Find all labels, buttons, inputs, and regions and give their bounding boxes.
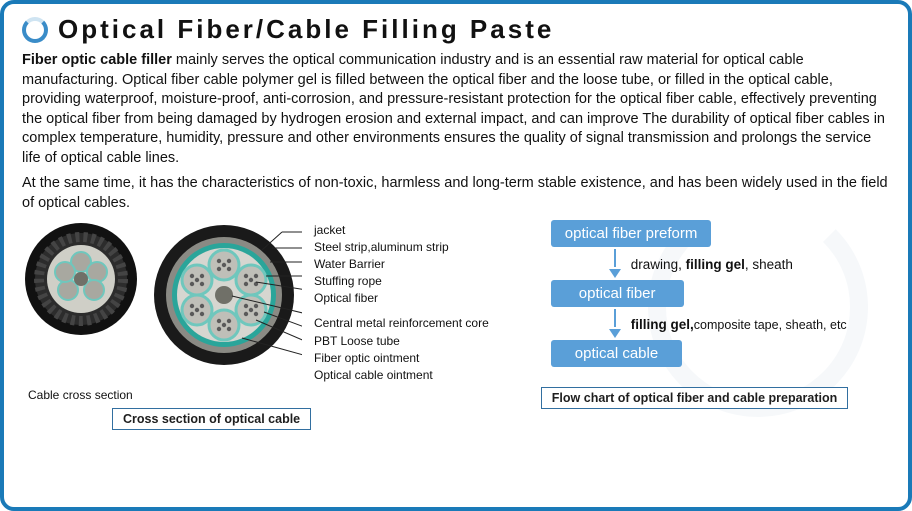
lead-bold: Fiber optic cable filler [22,52,172,68]
edge2-label: filling gel,composite tape, sheath, etc [631,317,847,332]
label-central-core: Central metal reinforcement core [314,315,489,331]
spinner-icon [22,17,48,43]
edge2-part1: composite tape, sheath, etc [694,318,847,332]
edge1-label: drawing, filling gel, sheath [631,257,793,272]
cable-photo-left [22,220,140,338]
edge1-part0: drawing, [631,257,686,272]
edge1-part2: , sheath [745,257,793,272]
title-row: Optical Fiber/Cable Filling Paste [22,14,890,45]
label-fiber-ointment: Fiber optic ointment [314,350,489,366]
cable-schematic-wrap [152,220,302,375]
flow-area: optical fiber preform drawing, filling g… [551,220,890,431]
paragraph-1: Fiber optic cable filler mainly serves t… [22,51,890,168]
label-optical-fiber: Optical fiber [314,290,489,306]
flow-edge-1: drawing, filling gel, sheath [551,249,890,280]
under-caption: Cable cross section [28,388,541,402]
flow-edge-2: filling gel,composite tape, sheath, etc [551,309,890,340]
label-stuffing-rope: Stuffing rope [314,273,489,289]
diagram-box-caption: Cross section of optical cable [112,408,311,430]
lower-section: jacket Steel strip,aluminum strip Water … [22,220,890,431]
page-title: Optical Fiber/Cable Filling Paste [58,14,554,45]
diagram-labels: jacket Steel strip,aluminum strip Water … [314,220,489,385]
diagram-area: jacket Steel strip,aluminum strip Water … [22,220,541,431]
paragraph-2: At the same time, it has the characteris… [22,174,890,213]
label-water-barrier: Water Barrier [314,256,489,272]
flow-box-caption: Flow chart of optical fiber and cable pr… [541,387,848,409]
p1-rest: mainly serves the optical communication … [22,52,885,166]
flow-node-2-row: optical fiber [551,280,890,307]
cross-section-row: jacket Steel strip,aluminum strip Water … [22,220,541,385]
label-pbt-tube: PBT Loose tube [314,333,489,349]
label-jacket: jacket [314,222,489,238]
flow-node-cable: optical cable [551,340,682,367]
edge2-part0: filling gel, [631,317,694,332]
flow-node-preform: optical fiber preform [551,220,712,247]
flow-node-fiber: optical fiber [551,280,684,307]
flow-node-3-row: optical cable [551,340,890,367]
flow-node-1-row: optical fiber preform [551,220,890,247]
label-cable-ointment: Optical cable ointment [314,367,489,383]
page-frame: Optical Fiber/Cable Filling Paste Fiber … [0,0,912,511]
cable-schematic [152,220,302,370]
edge1-part1: filling gel [686,257,745,272]
label-steel-strip: Steel strip,aluminum strip [314,239,489,255]
